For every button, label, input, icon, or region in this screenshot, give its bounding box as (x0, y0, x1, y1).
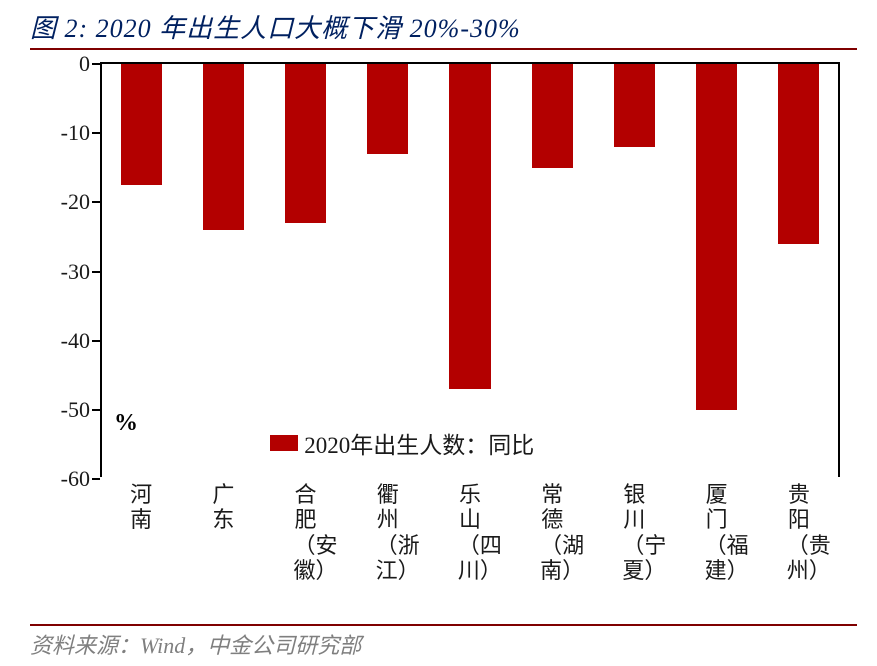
x-tick-label: 贵阳（贵州） (787, 482, 811, 583)
x-tick-label: 厦门（福建） (705, 482, 729, 583)
bar (121, 64, 162, 185)
y-tick-label: -30 (40, 259, 90, 285)
y-tick-mark (92, 478, 100, 480)
y-tick-mark (92, 409, 100, 411)
figure-title: 图 2: 2020 年出生人口大概下滑 20%-30% (30, 8, 521, 45)
y-tick-label: -10 (40, 120, 90, 146)
y-tick-label: 0 (40, 51, 90, 77)
legend-swatch (270, 435, 298, 451)
x-tick-label: 常德（湖南） (540, 482, 564, 583)
y-tick-mark (92, 340, 100, 342)
x-tick-label: 乐山（四川） (458, 482, 482, 583)
source-rule (30, 624, 857, 626)
x-labels-layer: 河南 广东 合肥（安徽） 衢州（浙江） 乐山（四川） 常德（湖南） 银川（宁夏） 厦门（福建）… (100, 482, 840, 602)
y-tick-label: -20 (40, 189, 90, 215)
title-rule (30, 48, 857, 50)
bar (614, 64, 655, 147)
y-tick-label: -50 (40, 397, 90, 423)
x-tick-label: 广东 (211, 482, 235, 533)
y-tick-mark (92, 132, 100, 134)
legend-label: 2020年出生人数：同比 (304, 426, 534, 460)
x-tick-label: 银川（宁夏） (622, 482, 646, 583)
bar (696, 64, 737, 410)
y-tick-label: -60 (40, 466, 90, 492)
source-text: 资料来源：Wind，中金公司研究部 (30, 628, 361, 660)
y-tick-mark (92, 201, 100, 203)
bar (778, 64, 819, 244)
figure-container: 图 2: 2020 年出生人口大概下滑 20%-30% 0-10-20-30-4… (0, 0, 877, 666)
y-tick-mark (92, 63, 100, 65)
bar (449, 64, 490, 389)
bar (203, 64, 244, 230)
y-tick-label: -40 (40, 328, 90, 354)
y-tick-mark (92, 271, 100, 273)
x-tick-label: 合肥（安徽） (293, 482, 317, 583)
bars-layer (100, 64, 838, 477)
bar (285, 64, 326, 223)
bar (367, 64, 408, 154)
x-tick-label: 衢州（浙江） (376, 482, 400, 583)
bar-chart-plot: 0-10-20-30-40-50-60 2020年出生人数：同比 % (100, 62, 840, 477)
figure-title-row: 图 2: 2020 年出生人口大概下滑 20%-30% (30, 8, 847, 45)
y-axis-unit: % (114, 410, 138, 437)
x-tick-label: 河南 (129, 482, 153, 533)
bar (532, 64, 573, 168)
chart-legend: 2020年出生人数：同比 (270, 426, 534, 460)
